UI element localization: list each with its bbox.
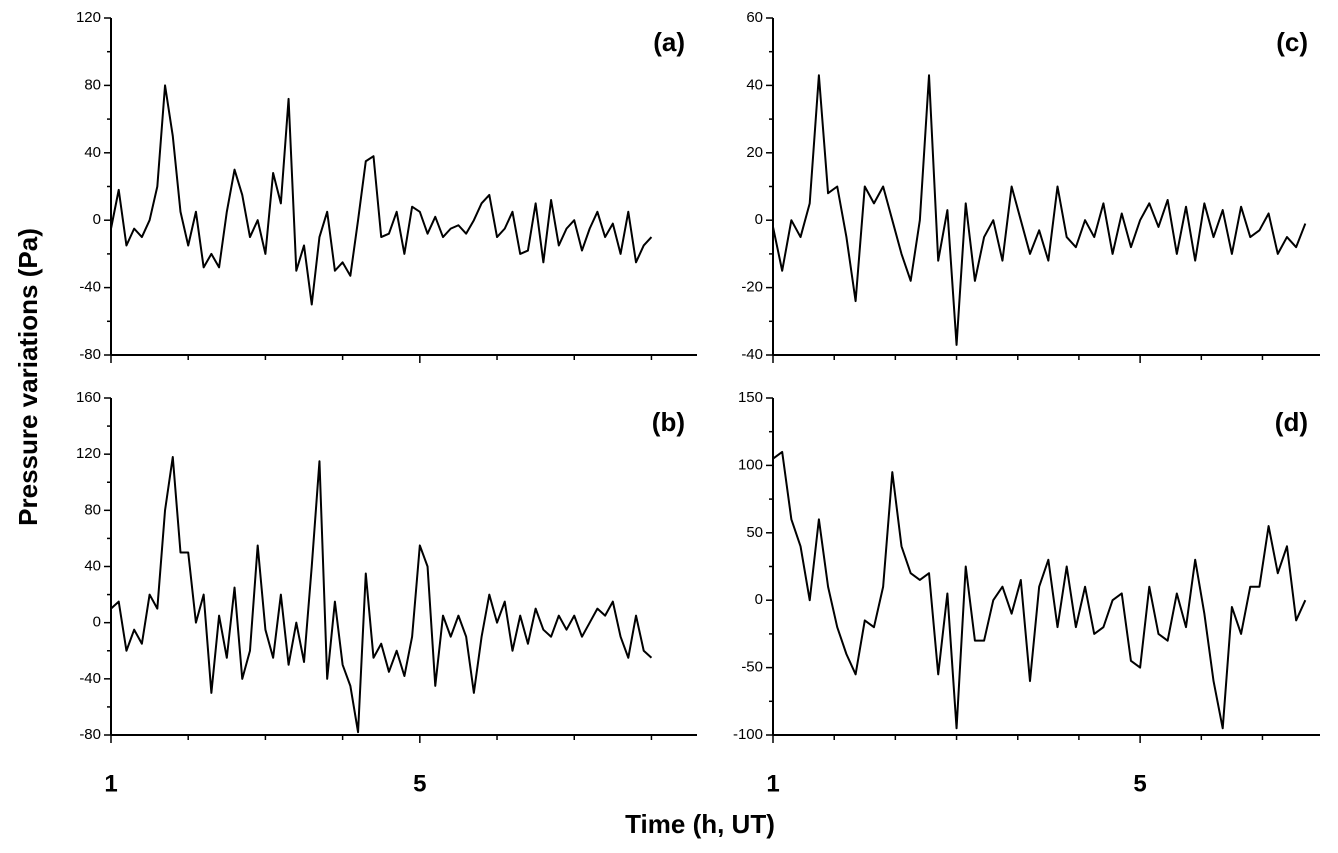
- y-tick-label: -100: [733, 726, 763, 743]
- y-tick-label: 50: [746, 524, 763, 541]
- data-line: [110, 84, 653, 306]
- y-tick-label: 150: [738, 389, 763, 406]
- y-tick-label: 0: [93, 211, 101, 228]
- x-tick-label: 1: [766, 770, 779, 797]
- y-tick-label: 0: [755, 591, 763, 608]
- panel-label: (c): [1276, 27, 1308, 57]
- y-tick-label: -40: [741, 346, 763, 363]
- y-axis-title: Pressure variations (Pa): [13, 228, 43, 526]
- y-tick-label: -40: [79, 670, 101, 687]
- y-tick-label: 80: [84, 76, 101, 93]
- y-tick-label: 0: [93, 614, 101, 631]
- y-tick-label: 20: [746, 144, 763, 161]
- y-tick-label: 100: [738, 456, 763, 473]
- y-tick-label: -80: [79, 726, 101, 743]
- x-axis-title: Time (h, UT): [625, 809, 775, 839]
- y-tick-label: 80: [84, 501, 101, 518]
- y-tick-label: -50: [741, 659, 763, 676]
- x-tick-label: 1: [104, 770, 117, 797]
- panel-label: (d): [1275, 407, 1308, 437]
- y-tick-label: 0: [755, 211, 763, 228]
- y-tick-label: 40: [84, 144, 101, 161]
- y-tick-label: -80: [79, 346, 101, 363]
- y-tick-label: -20: [741, 279, 763, 296]
- data-line: [772, 74, 1307, 346]
- y-tick-label: 40: [84, 557, 101, 574]
- y-tick-label: 160: [76, 389, 101, 406]
- panel-label: (b): [652, 407, 685, 437]
- y-tick-label: 40: [746, 76, 763, 93]
- y-tick-label: -40: [79, 279, 101, 296]
- panel-label: (a): [653, 27, 685, 57]
- x-tick-label: 5: [1133, 770, 1146, 797]
- x-tick-label: 5: [413, 770, 426, 797]
- y-tick-label: 120: [76, 9, 101, 26]
- data-line: [772, 450, 1307, 730]
- y-tick-label: 60: [746, 9, 763, 26]
- data-line: [110, 455, 653, 734]
- y-tick-label: 120: [76, 445, 101, 462]
